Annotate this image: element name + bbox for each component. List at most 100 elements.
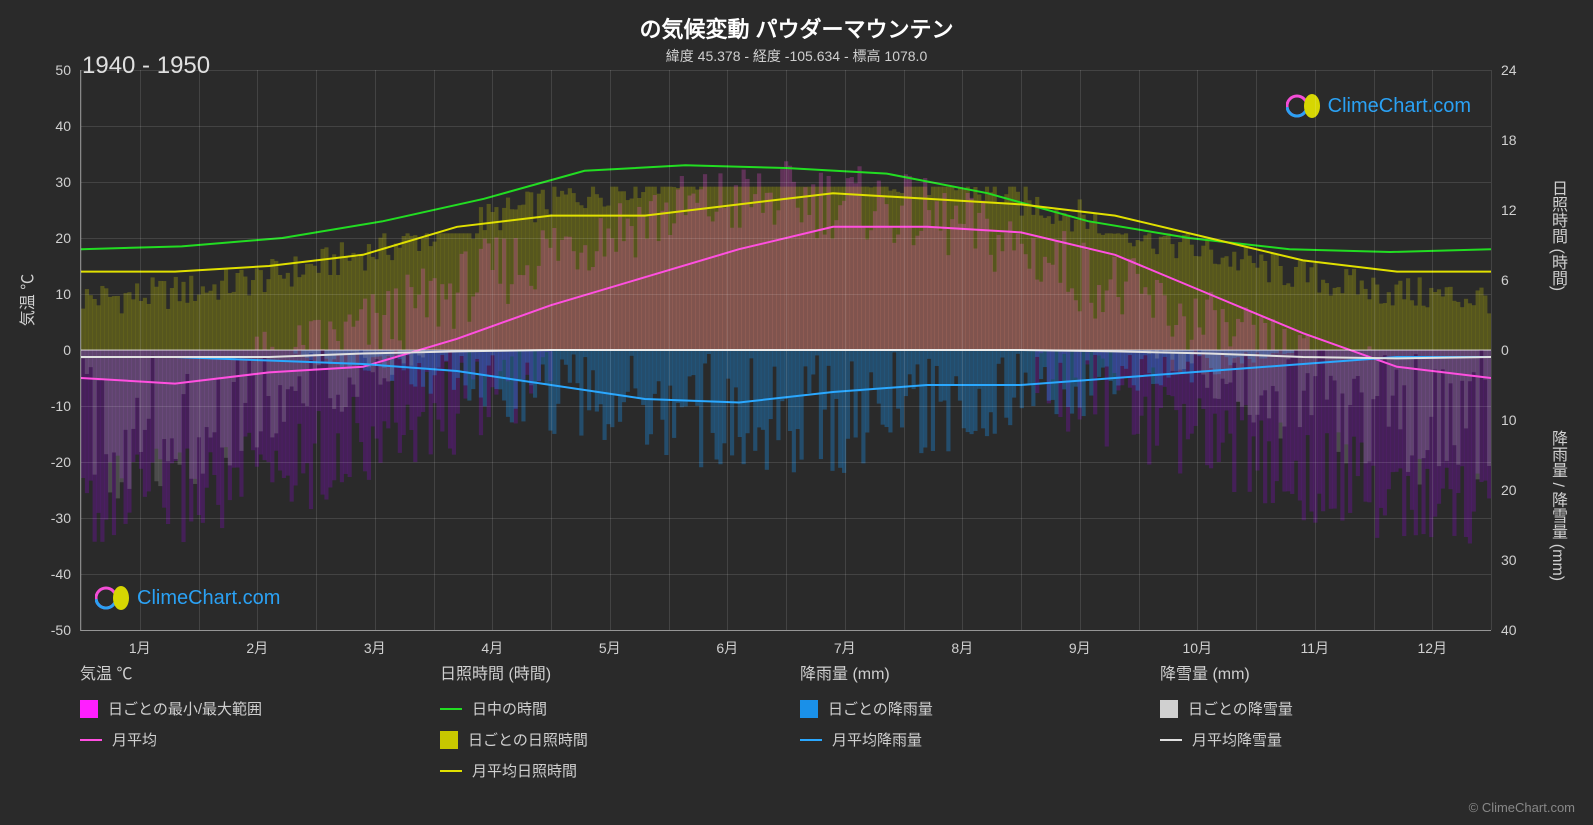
tick-month: 1月 xyxy=(129,630,151,658)
legend-label: 日ごとの最小/最大範囲 xyxy=(108,698,262,719)
legend-header: 日照時間 (時間) xyxy=(440,660,770,684)
gridline-v xyxy=(199,70,200,630)
tick-month: 11月 xyxy=(1300,630,1329,658)
legend-swatch xyxy=(440,770,462,772)
gridline-v xyxy=(1491,70,1492,630)
legend-item: 日ごとの降雪量 xyxy=(1160,698,1490,719)
gridline-v xyxy=(669,70,670,630)
tick-left: 10 xyxy=(55,286,81,302)
tick-left: -40 xyxy=(51,566,81,582)
legend-item: 日中の時間 xyxy=(440,698,770,719)
tick-right: 12 xyxy=(1491,202,1517,218)
legend-item: 月平均 xyxy=(80,729,410,750)
tick-right: 18 xyxy=(1491,132,1517,148)
watermark-top: ClimeChart.com xyxy=(1286,92,1471,120)
legend-item: 月平均日照時間 xyxy=(440,760,770,781)
y-axis-right-top-label: 日照時間 (時間) xyxy=(1545,180,1569,291)
tick-month: 3月 xyxy=(364,630,386,658)
legend-swatch xyxy=(1160,700,1178,718)
gridline-h xyxy=(81,630,1491,631)
gridline-v xyxy=(1021,70,1022,630)
tick-right: 10 xyxy=(1491,412,1517,428)
legend-label: 月平均日照時間 xyxy=(472,760,577,781)
gridline-v xyxy=(904,70,905,630)
legend-item: 日ごとの日照時間 xyxy=(440,729,770,750)
legend-item: 日ごとの降雨量 xyxy=(800,698,1130,719)
legend-swatch xyxy=(800,700,818,718)
tick-month: 9月 xyxy=(1069,630,1091,658)
legend-col: 気温 ℃ 日ごとの最小/最大範囲月平均 xyxy=(80,660,410,781)
gridline-v xyxy=(727,70,728,630)
tick-left: -30 xyxy=(51,510,81,526)
legend-swatch xyxy=(800,739,822,741)
gridline-v xyxy=(257,70,258,630)
gridline-v xyxy=(551,70,552,630)
legend-label: 月平均降雪量 xyxy=(1192,729,1282,750)
gridline-v xyxy=(1432,70,1433,630)
legend-item: 月平均降雨量 xyxy=(800,729,1130,750)
gridline-v xyxy=(140,70,141,630)
legend-item: 日ごとの最小/最大範囲 xyxy=(80,698,410,719)
chart-title: の気候変動 パウダーマウンテン xyxy=(0,12,1593,44)
tick-right: 6 xyxy=(1491,272,1509,288)
footer-credit: © ClimeChart.com xyxy=(1469,800,1575,815)
tick-month: 10月 xyxy=(1182,630,1212,658)
tick-left: 40 xyxy=(55,118,81,134)
legend-label: 日ごとの降雨量 xyxy=(828,698,933,719)
legend-label: 日中の時間 xyxy=(472,698,547,719)
tick-month: 8月 xyxy=(951,630,973,658)
tick-right: 20 xyxy=(1491,482,1517,498)
tick-month: 6月 xyxy=(716,630,738,658)
tick-month: 2月 xyxy=(246,630,268,658)
tick-left: -20 xyxy=(51,454,81,470)
legend-label: 日ごとの日照時間 xyxy=(468,729,588,750)
tick-month: 7月 xyxy=(834,630,856,658)
gridline-v xyxy=(610,70,611,630)
gridline-v xyxy=(375,70,376,630)
tick-left: -50 xyxy=(51,622,81,638)
legend-header: 降雪量 (mm) xyxy=(1160,660,1490,684)
legend: 気温 ℃ 日ごとの最小/最大範囲月平均 日照時間 (時間) 日中の時間日ごとの日照時間… xyxy=(80,660,1490,781)
logo-icon xyxy=(95,584,129,612)
legend-swatch xyxy=(1160,739,1182,741)
y-axis-left-label: 気温 ℃ xyxy=(14,274,38,326)
legend-col: 降雨量 (mm)日ごとの降雨量月平均降雨量 xyxy=(800,660,1130,781)
legend-swatch xyxy=(80,700,98,718)
gridline-v xyxy=(81,70,82,630)
legend-header: 気温 ℃ xyxy=(80,660,410,684)
legend-item: 月平均降雪量 xyxy=(1160,729,1490,750)
gridline-v xyxy=(1197,70,1198,630)
gridline-v xyxy=(1080,70,1081,630)
tick-month: 5月 xyxy=(599,630,621,658)
legend-col: 日照時間 (時間) 日中の時間日ごとの日照時間月平均日照時間 xyxy=(440,660,770,781)
tick-left: 30 xyxy=(55,174,81,190)
tick-left: 50 xyxy=(55,62,81,78)
gridline-v xyxy=(1374,70,1375,630)
gridline-v xyxy=(786,70,787,630)
chart-subtitle: 緯度 45.378 - 経度 -105.634 - 標高 1078.0 xyxy=(0,46,1593,66)
tick-month: 12月 xyxy=(1417,630,1447,658)
tick-right: 40 xyxy=(1491,622,1517,638)
watermark-text: ClimeChart.com xyxy=(1328,95,1471,118)
tick-left: 20 xyxy=(55,230,81,246)
gridline-v xyxy=(1139,70,1140,630)
gridline-v xyxy=(316,70,317,630)
tick-right: 24 xyxy=(1491,62,1517,78)
legend-label: 月平均降雨量 xyxy=(832,729,922,750)
legend-swatch xyxy=(440,731,458,749)
tick-right: 30 xyxy=(1491,552,1517,568)
gridline-v xyxy=(434,70,435,630)
gridline-v xyxy=(962,70,963,630)
legend-label: 月平均 xyxy=(112,729,157,750)
gridline-v xyxy=(1256,70,1257,630)
plot-area: ClimeChart.com ClimeChart.com 5040302010… xyxy=(80,70,1491,631)
watermark-text: ClimeChart.com xyxy=(137,587,280,610)
tick-month: 4月 xyxy=(481,630,503,658)
gridline-v xyxy=(845,70,846,630)
legend-swatch xyxy=(80,739,102,741)
tick-left: -10 xyxy=(51,398,81,414)
watermark-bottom: ClimeChart.com xyxy=(95,584,280,612)
tick-right: 0 xyxy=(1491,342,1509,358)
tick-left: 0 xyxy=(63,342,81,358)
gridline-v xyxy=(1315,70,1316,630)
